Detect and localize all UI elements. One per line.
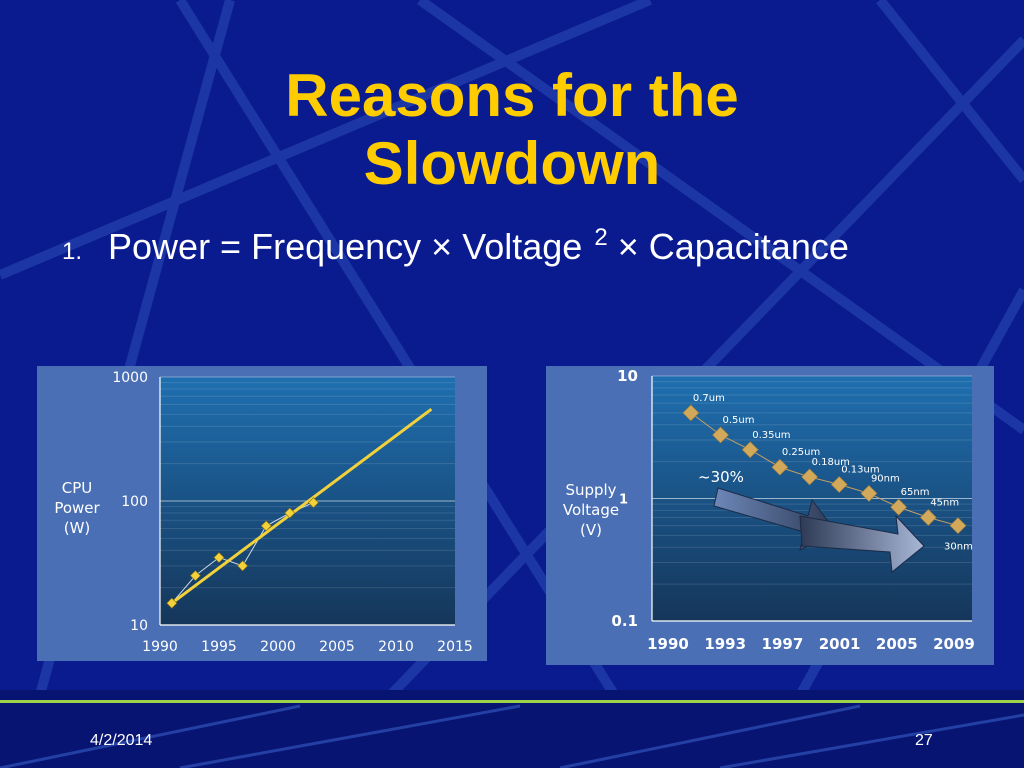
chart2-data-point [771,458,789,476]
slide-title: Reasons for the Slowdown [0,62,1024,198]
chart1-y-tick-label: 1000 [112,370,148,386]
chart2-data-point [741,441,759,459]
chart1-x-tick-label: 2000 [260,639,296,655]
bullet-number: 1. [62,238,83,265]
cpu-power-chart: 1990 1995 2000 2005 2010 2015 1000 100 10 CPU Pow… [37,366,487,661]
chart1-y-label-line: CPU [62,479,93,497]
chart2-data-point [830,476,848,493]
chart1-data-point [213,552,225,563]
chart2-data-point [919,509,937,526]
supply-voltage-chart: ~30% 1990 1993 1997 2001 2005 2009 10 1 0.1 0.7u… [546,366,994,665]
chart1-y-tick-label: 10 [130,618,148,634]
chart2-grid [651,375,972,622]
chart1-data-point [166,597,178,609]
chart2-y-tick-label: 0.1 [611,612,638,630]
chart1-x-tick-label: 2010 [378,639,414,655]
chart1-data-point [237,560,249,572]
chart1-x-tick-label: 2005 [319,639,355,655]
chart1-data-point [189,570,201,582]
footer-date: 4/2/2014 [90,732,153,749]
chart2-point-label: 0.35um [752,430,790,441]
bullet-item-1: 1. Power = Frequency × Voltage 2 × Capaci… [62,224,849,268]
chart1-x-tick-label: 1990 [142,639,178,655]
chart2-marks: 0.7um 0.5um 0.35um 0.25um0.18um0.13um90nm65… [682,393,973,553]
chart2-data-point [712,426,729,444]
chart1-data-point [284,507,296,519]
chart2-x-tick-label: 2005 [876,635,918,653]
bullet-text: Power = Frequency × Voltage [108,226,583,267]
chart2-point-label: 0.25um [782,447,820,458]
footer-divider [0,700,1024,703]
chart2-y-label-line: (V) [580,521,602,539]
chart1-y-label-line: Power [54,499,100,517]
chart2-point-label: 0.5um [723,415,755,426]
chart1-marks [166,407,433,609]
chart2-point-label: 0.18um [812,457,850,468]
chart2-point-label: 65nm [901,487,930,498]
chart2-y-label-line: Voltage [563,501,619,519]
chart1-y-axis-label: CPU Power (W) [54,479,100,537]
chart2-data-point [682,404,700,422]
chart1-x-tick-label: 2015 [437,639,473,655]
chart2-annotation: ~30% [698,468,744,486]
chart2-y-tick-label: 1 [619,493,628,508]
chart2-x-tick-label: 1990 [647,635,689,653]
trend-arrow [713,487,925,573]
bullet-superscript: 2 [594,224,608,251]
bullet-tail: × Capacitance [617,226,849,267]
chart2-point-label: 0.13um [841,465,879,476]
chart1-ticks: 1990 1995 2000 2005 2010 2015 1000 100 10 [112,370,472,655]
chart2-data-point [860,485,878,502]
chart2-x-tick-label: 1997 [762,635,804,653]
chart1-x-tick-label: 1995 [201,639,237,655]
chart2-x-tick-label: 2009 [933,635,975,653]
slide-number: 27 [915,732,933,749]
chart1-data-point [307,497,319,509]
chart2-plot-area [652,376,972,621]
chart1-y-label-line: (W) [64,519,91,537]
chart2-data-point [801,468,819,486]
chart2-point-label: 0.7um [693,393,725,404]
title-line-1: Reasons for the [285,62,739,129]
chart2-ticks: 1990 1993 1997 2001 2005 2009 10 1 0.1 [611,367,974,653]
chart1-y-tick-label: 100 [121,494,148,510]
chart2-x-tick-label: 2001 [819,635,861,653]
chart2-point-label: 90nm [871,473,900,484]
chart2-x-tick-label: 1993 [704,635,746,653]
chart2-point-label: 45nm [930,497,959,508]
chart2-point-label: 30nm [944,542,973,553]
chart2-data-point [949,517,967,535]
title-line-2: Slowdown [363,130,661,197]
chart2-y-axis-label: Supply Voltage (V) [563,481,619,539]
chart2-y-tick-label: 10 [617,367,638,385]
chart1-trend-line [170,407,433,605]
chart2-data-line [690,412,959,527]
chart2-data-point [890,498,908,516]
chart2-y-label-line: Supply [565,481,616,499]
chart1-data-point [260,520,272,532]
chart1-grid [159,376,455,626]
